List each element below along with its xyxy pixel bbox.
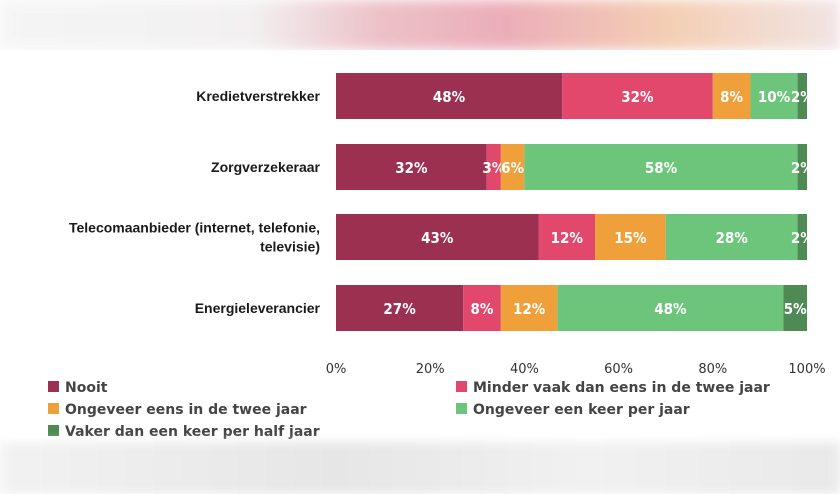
legend-label: Nooit bbox=[65, 380, 108, 396]
x-tick-label: 40% bbox=[510, 362, 539, 377]
legend-swatch bbox=[48, 403, 59, 414]
x-tick-label: 60% bbox=[604, 362, 633, 377]
data-label: 3% bbox=[482, 159, 505, 177]
bar-segment bbox=[712, 73, 751, 119]
bar-segment bbox=[336, 285, 464, 331]
category-label: Zorgverzekeraar bbox=[211, 159, 321, 175]
data-label: 15% bbox=[614, 229, 647, 247]
data-label: 6% bbox=[501, 159, 524, 177]
bar-segment bbox=[797, 144, 807, 190]
bar-segment bbox=[797, 73, 807, 119]
blurred-background-bottom bbox=[0, 442, 840, 494]
data-label: 32% bbox=[621, 88, 654, 106]
stacked-bar-chart: Kredietverstrekker 48% 32% 8% 10% 2%Zorgverze… bbox=[48, 73, 826, 440]
legend-label: Minder vaak dan eens in de twee jaar bbox=[473, 380, 770, 396]
data-label: 48% bbox=[433, 88, 466, 106]
data-label: 8% bbox=[720, 88, 743, 106]
chart-panel: Kredietverstrekker 48% 32% 8% 10% 2% Zorgverze… bbox=[0, 50, 840, 442]
data-label: 43% bbox=[421, 229, 454, 247]
data-label: 28% bbox=[715, 229, 748, 247]
data-label: 8% bbox=[471, 300, 494, 318]
bar-segment bbox=[486, 144, 501, 190]
data-label: 58% bbox=[645, 159, 678, 177]
data-label: 2% bbox=[791, 159, 814, 177]
data-label: 27% bbox=[383, 300, 416, 318]
data-label: 12% bbox=[551, 229, 584, 247]
bar-segment bbox=[500, 144, 525, 190]
bar-segment bbox=[750, 73, 798, 119]
legend-label: Ongeveer eens in de twee jaar bbox=[65, 402, 307, 418]
data-label: 2% bbox=[791, 229, 814, 247]
data-label: 48% bbox=[654, 300, 687, 318]
x-tick-label: 0% bbox=[326, 362, 347, 377]
data-label: 12% bbox=[513, 300, 546, 318]
bar-segment bbox=[538, 214, 596, 260]
x-tick-label: 80% bbox=[698, 362, 727, 377]
x-tick-label: 100% bbox=[788, 362, 825, 377]
bar-segment bbox=[336, 214, 539, 260]
data-label: 32% bbox=[395, 159, 428, 177]
category-label: Kredietverstrekker bbox=[196, 88, 320, 104]
bar-segment bbox=[336, 144, 487, 190]
legend-label: Vaker dan een keer per half jaar bbox=[65, 424, 320, 440]
legend-swatch bbox=[48, 425, 59, 436]
bar-segment bbox=[595, 214, 666, 260]
bar-segment bbox=[463, 285, 501, 331]
category-label: Energieleverancier bbox=[195, 300, 321, 316]
bar-segment bbox=[336, 73, 563, 119]
legend-swatch bbox=[48, 381, 59, 392]
data-label: 2% bbox=[791, 88, 814, 106]
bar-segment bbox=[665, 214, 798, 260]
legend-swatch bbox=[456, 381, 467, 392]
bar-segment bbox=[557, 285, 784, 331]
bar-segment bbox=[797, 214, 807, 260]
bar-segment bbox=[562, 73, 713, 119]
bar-segment bbox=[524, 144, 798, 190]
data-label: 5% bbox=[784, 300, 807, 318]
x-tick-label: 20% bbox=[416, 362, 445, 377]
blurred-background-top bbox=[0, 0, 840, 50]
category-label: Telecomaanbieder (internet, telefonie, te… bbox=[69, 220, 320, 255]
legend-swatch bbox=[456, 403, 467, 414]
data-label: 10% bbox=[758, 88, 791, 106]
bar-segment bbox=[783, 285, 807, 331]
bar-segment bbox=[500, 285, 558, 331]
legend-label: Ongeveer een keer per jaar bbox=[473, 402, 690, 418]
